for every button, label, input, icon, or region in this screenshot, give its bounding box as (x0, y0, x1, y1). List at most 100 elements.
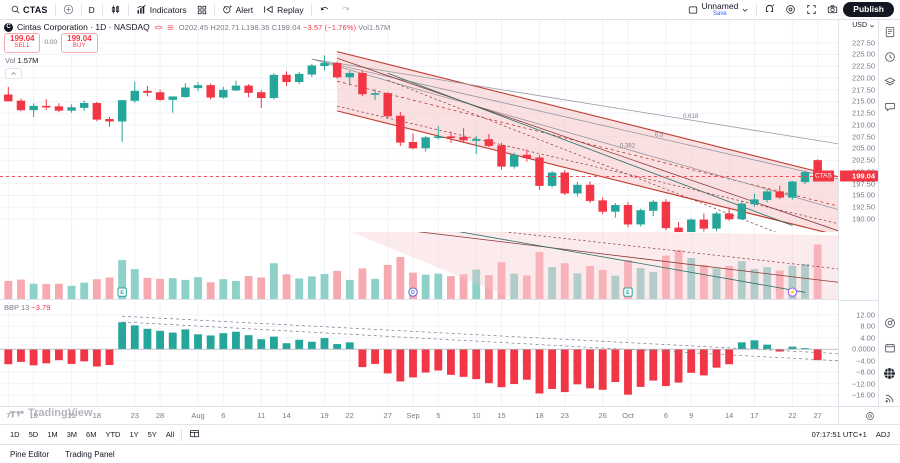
adjust-toggle[interactable]: ADJ (875, 430, 890, 439)
eye-icon (154, 25, 163, 29)
volume-legend-value: 1.57M (17, 56, 39, 65)
svg-text:0.382: 0.382 (620, 143, 636, 149)
time-tick: Aug (191, 411, 205, 420)
calendar-icon[interactable] (882, 340, 898, 356)
plus-circle-icon (63, 4, 74, 15)
price-tick: 215.00 (852, 96, 875, 106)
price-tick: 207.50 (852, 132, 875, 142)
publish-button[interactable]: Publish (843, 2, 894, 17)
divider (756, 3, 758, 16)
date-range-button[interactable] (185, 426, 204, 443)
top-toolbar: CTAS D (0, 0, 900, 20)
sell-button[interactable]: 199.04 SELL (4, 33, 41, 53)
time-tick: Sep (406, 411, 420, 420)
sell-price: 199.04 (10, 34, 35, 43)
watchlist-icon[interactable] (882, 24, 898, 40)
price-tick: 227.50 (852, 38, 875, 48)
fullscreen-icon (806, 4, 817, 15)
time-tick: 22 (345, 411, 354, 420)
bbp-chart-canvas (0, 301, 838, 425)
bbp-tick: −8.00 (856, 367, 875, 377)
time-axis-row: 7 10 15 18 23 28 Aug 6 11 14 19 22 27 Sep 5 10 15 18 23 26 O… (0, 406, 900, 424)
collapse-pane-button[interactable] (5, 68, 22, 79)
indicators-button[interactable]: Indicators (131, 2, 192, 18)
alerts-clock-icon[interactable] (882, 49, 898, 65)
time-axis-settings[interactable] (838, 406, 900, 424)
globe-icon[interactable] (882, 365, 898, 381)
alert-button[interactable]: Alert (217, 2, 258, 18)
chart-area: 0.618 0.5 0.382 C Cintas Corporation · 1D … (0, 20, 900, 425)
tab-pine-editor[interactable]: Pine Editor (10, 449, 50, 459)
layout-name-wrap: Unnamed Save (701, 2, 738, 18)
current-price-badge: 199.04 (840, 170, 878, 182)
price-tick: 212.50 (852, 108, 875, 118)
range-button-1m[interactable]: 1M (47, 430, 58, 439)
price-pane[interactable]: 0.618 0.5 0.382 C Cintas Corporation · 1D … (0, 20, 838, 232)
add-symbol-button[interactable] (58, 2, 79, 18)
footer-tabs: Pine Editor Trading Panel (0, 444, 900, 463)
bbp-name: BBP (4, 303, 19, 312)
range-button-all[interactable]: All (165, 430, 175, 439)
range-button-1y[interactable]: 1Y (129, 430, 139, 439)
grid-templates-icon (197, 5, 207, 15)
undo-button[interactable] (314, 2, 335, 18)
tab-trading-panel[interactable]: Trading Panel (65, 449, 115, 459)
range-button-3m[interactable]: 3M (66, 430, 78, 439)
spread-value: 0.00 (44, 39, 58, 47)
layout-save-link[interactable]: Save (713, 11, 727, 18)
time-tick: 27 (813, 411, 822, 420)
range-button-5y[interactable]: 5Y (147, 430, 157, 439)
divider (213, 3, 215, 16)
symbol-label: CTAS (23, 4, 48, 15)
clock-display[interactable]: 07:17:51 UTC+1 (811, 430, 867, 439)
price-chart-canvas: 0.618 0.5 0.382 (0, 20, 838, 232)
interval-selector[interactable]: D (84, 2, 100, 18)
date-range-icon (190, 430, 200, 438)
camera-icon (827, 4, 838, 15)
time-tick: 9 (689, 411, 694, 420)
price-tick: 195.00 (852, 190, 875, 200)
range-button-5d[interactable]: 5D (28, 430, 39, 439)
currency-selector[interactable]: USD (852, 22, 875, 29)
chat-icon[interactable] (882, 99, 898, 115)
volume-chart-canvas: E D E ⚡ (4, 232, 838, 299)
layout-name: Unnamed (701, 0, 739, 11)
replay-label: Replay (277, 4, 304, 15)
hotlist-layers-icon[interactable] (882, 74, 898, 90)
settings-button[interactable] (780, 2, 801, 18)
symbol-search[interactable]: CTAS (6, 2, 53, 18)
bbp-tick: 0.0000 (852, 344, 875, 354)
chevron-up-icon (11, 72, 16, 75)
divider (310, 3, 312, 16)
svg-text:⚡: ⚡ (789, 289, 796, 296)
snapshot-button[interactable] (822, 2, 843, 18)
time-axis[interactable]: 7 10 15 18 23 28 Aug 6 11 14 19 22 27 Sep 5 10 15 18 23 26 O… (0, 406, 838, 424)
range-button-1d[interactable]: 1D (10, 430, 20, 439)
price-tick: 202.50 (852, 155, 875, 165)
bbp-value: −3.79 (31, 303, 51, 312)
redo-button[interactable] (335, 2, 356, 18)
bbp-pane[interactable]: BBP 13 −3.79 TradingView (0, 301, 838, 425)
bbp-length: 13 (20, 303, 30, 312)
chart-type-button[interactable] (105, 2, 126, 18)
layout-button[interactable]: Unnamed Save (683, 2, 754, 18)
fullscreen-button[interactable] (801, 2, 822, 18)
sell-label: SELL (14, 43, 31, 50)
price-scale[interactable]: USD 227.50 225.00 222.50 220.00 217.50 215.00… (813, 20, 878, 406)
templates-button[interactable] (192, 2, 212, 18)
stream-icon[interactable] (882, 390, 898, 406)
range-button-ytd[interactable]: YTD (105, 430, 121, 439)
time-tick: 10 (29, 411, 38, 420)
time-tick: 23 (560, 411, 569, 420)
legend-controls[interactable] (154, 23, 175, 32)
volume-pane[interactable]: E D E ⚡ (0, 232, 838, 300)
buy-button[interactable]: 199.04 BUY (61, 33, 98, 53)
price-tick: 220.00 (852, 73, 875, 83)
ideas-icon[interactable] (882, 315, 898, 331)
magnet-button[interactable] (759, 2, 780, 18)
time-tick: 11 (257, 411, 266, 420)
replay-button[interactable]: Replay (258, 2, 308, 18)
time-tick: 18 (92, 411, 102, 420)
chevron-down-icon (870, 24, 874, 27)
range-button-6m[interactable]: 6M (86, 430, 97, 439)
